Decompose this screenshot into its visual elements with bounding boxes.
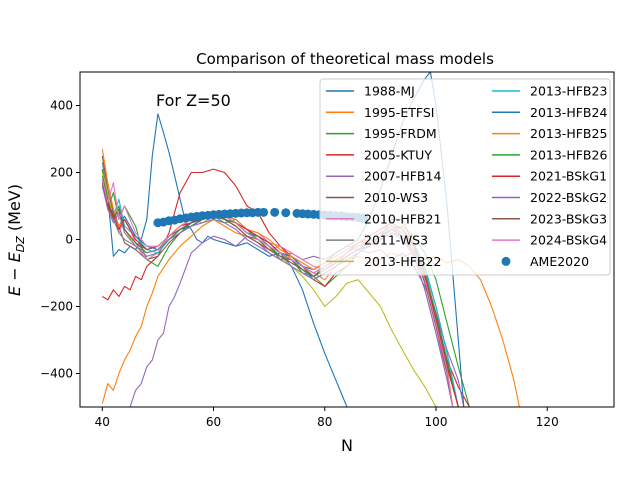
legend-label-7: 2011-WS3 [364, 233, 428, 248]
y-axis-label: E − EDZ (MeV) [5, 184, 27, 296]
x-tick-label: 60 [206, 415, 221, 429]
legend-label-3: 2005-KTUY [364, 147, 432, 162]
legend-label-5: 2010-WS3 [364, 190, 428, 205]
legend-label-15: 2023-BSkG3 [530, 211, 607, 226]
legend-box [319, 78, 611, 276]
x-tick-label: 40 [95, 415, 110, 429]
x-tick-label: 80 [317, 415, 332, 429]
legend-label-17: AME2020 [530, 254, 589, 269]
legend-label-14: 2022-BSkG2 [530, 190, 607, 205]
y-tick-label: 0 [65, 233, 73, 247]
scatter-point-20 [270, 207, 280, 217]
legend-label-0: 1988-MJ [364, 84, 415, 99]
legend-label-9: 2013-HFB23 [530, 84, 607, 99]
x-tick-label: 120 [536, 415, 559, 429]
legend-label-13: 2021-BSkG1 [530, 169, 607, 184]
legend-label-2: 1995-FRDM [364, 126, 437, 141]
y-tick-label: −200 [40, 300, 73, 314]
scatter-point-19 [259, 207, 269, 217]
y-tick-label: 400 [50, 99, 73, 113]
scatter-point-21 [281, 208, 291, 218]
y-tick-label: 200 [50, 166, 73, 180]
x-axis-label: N [341, 436, 353, 455]
legend-label-16: 2024-BSkG4 [530, 233, 607, 248]
legend-label-8: 2013-HFB22 [364, 254, 441, 269]
legend-label-6: 2010-HFB21 [364, 211, 441, 226]
x-tick-label: 100 [425, 415, 448, 429]
legend-label-12: 2013-HFB26 [530, 147, 607, 162]
legend-label-11: 2013-HFB25 [530, 126, 607, 141]
legend-label-1: 1995-ETFSI [364, 105, 434, 120]
legend-swatch-17 [501, 256, 511, 266]
axes: 40 60 80 100 120 −400 −200 0 200 400 [40, 99, 559, 430]
legend: 1988-MJ 1995-ETFSI 1995-FRDM 2005-KTUY 2007-… [319, 78, 611, 276]
legend-label-10: 2013-HFB24 [530, 105, 607, 120]
chart-title: Comparison of theoretical mass models [196, 50, 494, 68]
y-tick-label: −400 [40, 367, 73, 381]
annotation-label: For Z=50 [156, 91, 231, 110]
legend-label-4: 2007-HFB14 [364, 169, 441, 184]
